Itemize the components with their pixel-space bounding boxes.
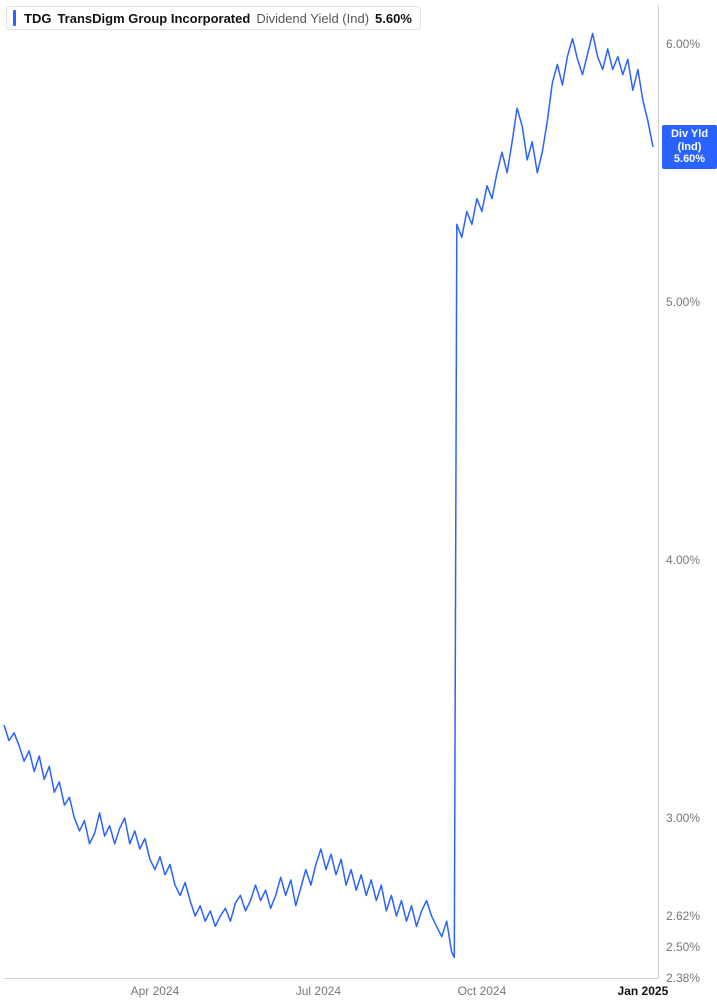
y-tick-label: 2.62% xyxy=(666,909,700,923)
y-tick-label: 6.00% xyxy=(666,37,700,51)
callout-label: Div Yld (Ind) xyxy=(668,128,711,153)
x-tick-label: Oct 2024 xyxy=(458,984,507,998)
y-tick-label: 4.00% xyxy=(666,553,700,567)
x-tick-label: Apr 2024 xyxy=(131,984,180,998)
line-chart-svg xyxy=(0,0,717,1005)
x-axis-line xyxy=(4,978,658,979)
y-tick-label: 2.50% xyxy=(666,940,700,954)
x-tick-label: Jan 2025 xyxy=(618,984,669,998)
y-tick-label: 5.00% xyxy=(666,295,700,309)
x-tick-label: Jul 2024 xyxy=(296,984,341,998)
current-value-callout: Div Yld (Ind) 5.60% xyxy=(662,125,717,169)
dividend-yield-line xyxy=(4,33,653,957)
y-tick-label: 3.00% xyxy=(666,811,700,825)
y-axis-line xyxy=(658,5,659,978)
y-tick-label: 2.38% xyxy=(666,971,700,985)
chart-area[interactable]: 6.00% 5.00% 4.00% 3.00% 2.62% 2.50% 2.38% Apr … xyxy=(0,0,717,1005)
callout-value: 5.60% xyxy=(668,153,711,166)
